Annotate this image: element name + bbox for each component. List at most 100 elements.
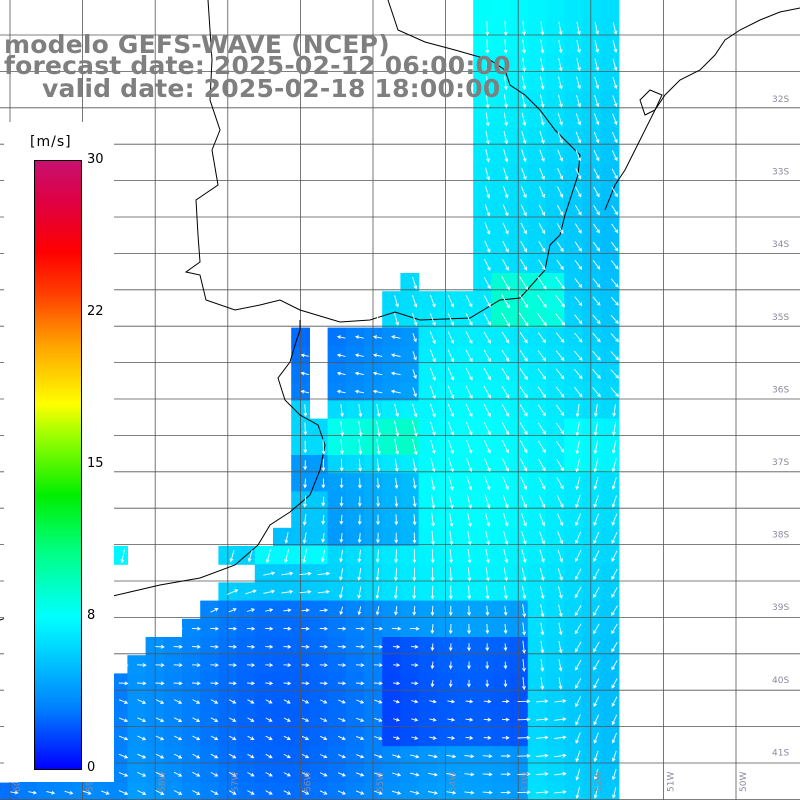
wind-arrow [485,149,490,163]
wind-arrow [575,768,581,781]
wind-cell [546,746,565,765]
wind-arrow [611,623,618,635]
latitude-label: 41S [772,748,789,758]
wind-cell [564,0,583,19]
wind-arrow [192,771,201,777]
wind-arrow [412,295,418,308]
wind-cell [509,473,529,492]
wind-cell [509,254,529,274]
wind-arrow [537,332,546,344]
wind-cell [418,309,438,329]
wind-cell [509,691,529,711]
wind-arrow [337,663,347,668]
wind-arrow [430,476,436,491]
wind-cell [254,618,274,638]
wind-cell [455,382,474,401]
wind-arrow [448,679,453,688]
wind-arrow [412,458,418,473]
wind-arrow [483,735,492,740]
wind-cell [491,691,511,711]
wind-arrow [339,478,344,489]
wind-arrow [412,477,417,490]
wind-arrow [501,294,510,309]
wind-arrow [575,113,582,126]
wind-arrow [574,332,583,343]
wind-cell [200,728,219,747]
wind-arrow [501,422,510,436]
wind-arrow [430,679,435,688]
wind-arrow [502,204,509,217]
wind-arrow [410,754,420,759]
wind-arrow [265,626,274,631]
wind-arrow [372,335,383,339]
wind-arrow [448,643,453,652]
wind-arrow [265,753,273,759]
wind-arrow [537,404,546,417]
wind-cell [527,728,547,747]
wind-arrow [503,57,508,73]
wind-cell [309,691,329,711]
wind-cell [309,600,329,620]
wind-cell [564,746,583,765]
wind-cell [564,527,583,547]
wind-cell [527,418,547,438]
wind-arrow [539,112,545,126]
wind-arrow [522,640,526,654]
wind-cell [163,709,183,729]
wind-cell [327,673,347,693]
legend-tick-0: 0 [87,760,96,775]
wind-cell [382,327,401,347]
wind-arrow [283,626,292,631]
wind-arrow [592,332,601,343]
wind-arrow [412,532,417,544]
wind-arrow [465,313,473,326]
wind-arrow [372,389,383,394]
wind-arrow [538,259,546,271]
wind-arrow [246,663,256,668]
wind-arrow [485,39,490,54]
wind-arrow [319,663,328,668]
wind-arrow [430,605,435,616]
wind-cell [473,364,492,383]
wind-cell [309,709,329,729]
wind-cell [527,254,547,274]
wind-cell [436,782,456,800]
wind-arrow [574,623,582,635]
wind-arrow [357,478,362,489]
wind-arrow [574,531,582,545]
wind-arrow [520,259,528,271]
wind-arrow [594,58,600,72]
wind-cell [327,345,347,365]
wind-cell [509,327,529,347]
wind-arrow [575,678,582,689]
wind-arrow [484,204,491,217]
wind-cell [527,382,547,401]
wind-arrow [192,753,201,759]
wind-arrow [501,440,510,454]
wind-cell [418,582,438,602]
wind-cell [109,782,128,800]
wind-cell [473,582,492,602]
wind-arrow [593,531,600,544]
wind-arrow [501,331,510,344]
wind-cell [418,655,438,674]
wind-arrow [574,550,582,563]
wind-cell [436,691,456,711]
wind-cell [345,782,365,800]
wind-cell [273,764,292,784]
wind-arrow [483,313,491,326]
wind-cell [491,382,511,401]
wind-arrow [448,605,453,617]
wind-arrow [392,644,401,649]
wind-arrow [485,605,490,617]
wind-arrow [465,699,474,704]
wind-arrow [429,331,436,345]
wind-arrow [522,658,526,672]
wind-arrow [137,699,147,704]
wind-cell [546,400,565,420]
wind-arrow [448,439,455,454]
wind-arrow [485,661,490,670]
legend-tick-8: 8 [87,608,96,623]
wind-cell [546,691,565,711]
wind-arrow [118,663,129,668]
